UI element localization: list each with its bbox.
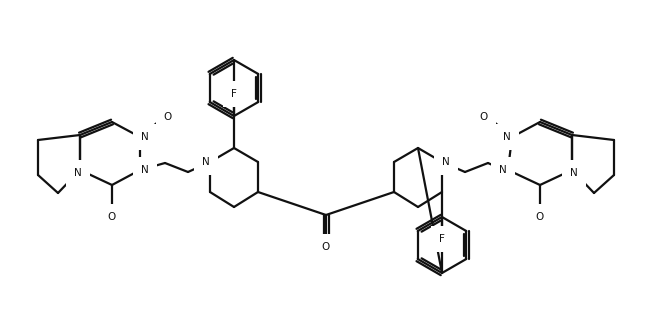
Text: F: F bbox=[439, 234, 445, 244]
Text: F: F bbox=[231, 89, 237, 99]
Text: N: N bbox=[74, 168, 82, 178]
Text: N: N bbox=[141, 165, 149, 175]
Text: N: N bbox=[499, 165, 507, 175]
Text: N: N bbox=[503, 132, 511, 142]
Text: O: O bbox=[108, 212, 116, 222]
Text: O: O bbox=[322, 242, 330, 252]
Text: N: N bbox=[202, 157, 210, 167]
Text: O: O bbox=[480, 112, 488, 122]
Text: N: N bbox=[141, 132, 149, 142]
Text: O: O bbox=[164, 112, 172, 122]
Text: O: O bbox=[536, 212, 544, 222]
Text: N: N bbox=[442, 157, 450, 167]
Text: N: N bbox=[570, 168, 578, 178]
